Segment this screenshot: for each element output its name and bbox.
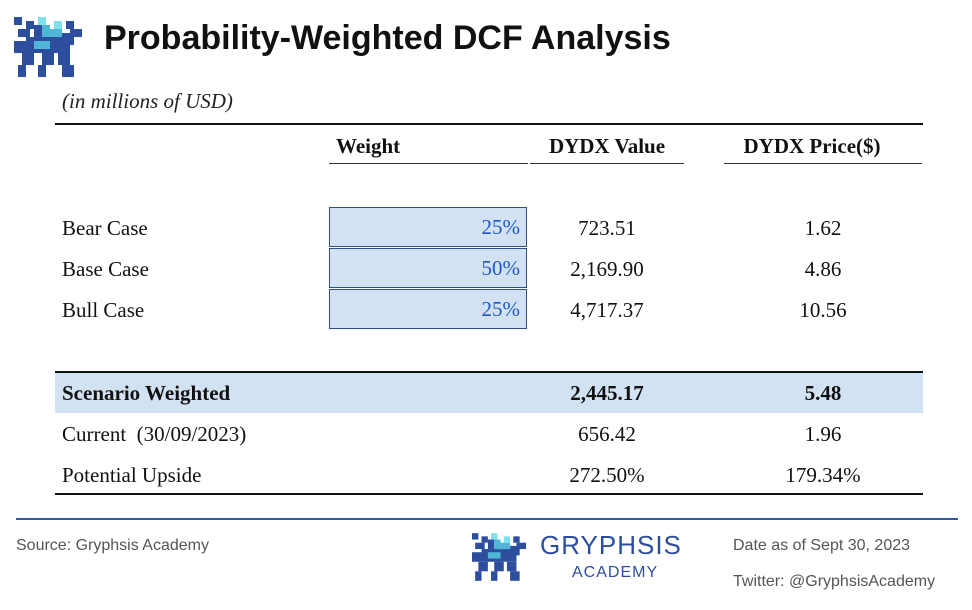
weight-input-base[interactable]: 50% [329,248,527,288]
price-cell-weighted: 5.48 [804,381,842,405]
gryphon-logo-icon [472,533,526,581]
row-label-base: Base Case [62,257,149,281]
twitter-handle: Twitter: @GryphsisAcademy [733,573,936,590]
price-cell-upside: 179.34% [785,463,861,487]
units-subtitle: (in millions of USD) [62,89,233,113]
col-header-value: DYDX Value [548,134,666,158]
row-label-upside: Potential Upside [62,463,202,487]
price-cell-bear: 1.62 [804,216,842,240]
row-label-current: Current (30/09/2023) [62,422,247,446]
table-top-rule [55,123,923,125]
weight-input-bear[interactable]: 25% [329,207,527,247]
weighted-row-highlight [55,373,923,413]
gryphon-logo-icon [14,17,82,77]
brand-name: GRYPHSIS [540,530,682,560]
value-cell-weighted: 2,445.17 [570,381,644,405]
brand-subname: ACADEMY [572,564,659,581]
row-label-weighted: Scenario Weighted [62,381,231,405]
page-title: Probability-Weighted DCF Analysis [104,19,671,57]
value-cell-base: 2,169.90 [570,257,644,281]
price-cell-current: 1.96 [804,422,842,446]
col-header-price-underline [724,163,922,164]
col-header-weight: Weight [336,134,401,158]
footer-divider [16,518,958,520]
row-label-bull: Bull Case [62,298,145,322]
price-cell-base: 4.86 [804,257,842,281]
value-cell-bear: 723.51 [578,216,636,240]
value-cell-current: 656.42 [578,422,636,446]
date-note: Date as of Sept 30, 2023 [733,537,911,554]
value-cell-upside: 272.50% [569,463,645,487]
col-header-value-underline [530,163,684,164]
col-header-weight-underline [329,163,528,164]
row-label-bear: Bear Case [62,216,148,240]
table-bottom-rule [55,493,923,495]
value-cell-bull: 4,717.37 [570,298,644,322]
price-cell-bull: 10.56 [799,298,847,322]
weight-input-bull[interactable]: 25% [329,289,527,329]
col-header-price: DYDX Price($) [743,134,881,158]
source-note: Source: Gryphsis Academy [16,537,209,554]
summary-top-rule [55,371,923,373]
